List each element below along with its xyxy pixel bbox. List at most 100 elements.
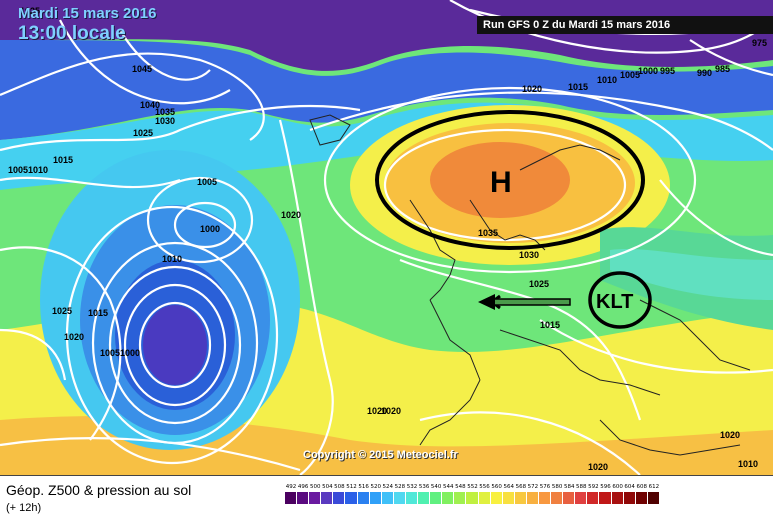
isobar-value: 995 xyxy=(660,66,675,76)
scale-value: 528 xyxy=(394,484,406,490)
isobar-value: 1040 xyxy=(140,100,160,110)
scale-cell: 608 xyxy=(635,484,648,504)
isobar-value: 10051010 xyxy=(8,165,48,175)
scale-cell: 564 xyxy=(502,484,515,504)
scale-value: 516 xyxy=(358,484,369,490)
scale-value: 580 xyxy=(551,484,563,490)
scale-value: 508 xyxy=(334,484,345,490)
scale-value: 564 xyxy=(503,484,514,490)
isobar-value: 1010 xyxy=(597,75,617,85)
isobar-value: 1015 xyxy=(568,82,588,92)
scale-value: 560 xyxy=(491,484,502,490)
direction-arrow-head xyxy=(478,294,495,310)
isobar-value: 1025 xyxy=(52,306,72,316)
scale-value: 584 xyxy=(563,484,575,490)
scale-swatch xyxy=(333,492,346,504)
scale-value: 604 xyxy=(624,484,635,490)
eastern-cyan-zone xyxy=(610,248,773,300)
scale-value: 576 xyxy=(539,484,551,490)
isobar-value: 1020 xyxy=(64,332,84,342)
scale-cell: 516 xyxy=(357,484,370,504)
scale-value: 532 xyxy=(406,484,418,490)
scale-cell: 540 xyxy=(430,484,443,504)
scale-cell: 556 xyxy=(478,484,491,504)
isobar-value: 1015 xyxy=(540,320,560,330)
scale-swatch xyxy=(405,492,419,504)
isobar-value: 1020 xyxy=(720,430,740,440)
polar-blue-zone xyxy=(0,40,773,140)
high-pressure-core xyxy=(430,142,570,218)
scale-value: 572 xyxy=(527,484,539,490)
scale-swatch xyxy=(575,492,588,504)
map-date: Mardi 15 mars 2016 xyxy=(18,5,157,22)
scale-value: 500 xyxy=(309,484,321,490)
scale-swatch xyxy=(611,492,624,504)
isobar-contours xyxy=(0,0,773,475)
isobar-value: 1020 xyxy=(588,462,608,472)
isobar-value: 1010 xyxy=(162,254,182,264)
scale-value: 540 xyxy=(430,484,442,490)
scale-value: 504 xyxy=(322,484,333,490)
isobar-value: 1025 xyxy=(133,128,153,138)
scale-value: 520 xyxy=(370,484,381,490)
scale-value: 512 xyxy=(346,484,357,490)
scale-cell: 604 xyxy=(623,484,636,504)
scale-swatch xyxy=(647,492,660,504)
scale-swatch xyxy=(623,492,636,504)
scale-swatch xyxy=(490,492,503,504)
scale-value: 568 xyxy=(515,484,527,490)
isobar-value: 1025 xyxy=(20,6,40,16)
scale-swatch xyxy=(538,492,552,504)
atlantic-low-core xyxy=(143,305,207,385)
scale-swatch xyxy=(551,492,564,504)
scale-cell: 572 xyxy=(526,484,539,504)
isobar-value: 1020 xyxy=(367,406,387,416)
pressure-map: H KLT 1025104510401035103010251015100510… xyxy=(0,0,773,475)
legend-panel: Géop. Z500 & pression au sol (+ 12h) 492… xyxy=(0,475,773,529)
scale-cell: 532 xyxy=(405,484,419,504)
scale-swatch xyxy=(393,492,406,504)
color-scale: 492 496 500 504 508 512 516 520 524 528 532 536 540 5… xyxy=(285,484,660,504)
scale-cell: 596 xyxy=(599,484,612,504)
direction-arrow-body xyxy=(491,298,571,306)
scale-swatch xyxy=(285,492,298,504)
scale-swatch xyxy=(466,492,479,504)
scale-cell: 528 xyxy=(393,484,406,504)
scale-value: 552 xyxy=(467,484,478,490)
scale-value: 588 xyxy=(576,484,587,490)
klt-label: KLT xyxy=(596,291,633,313)
legend-title: Géop. Z500 & pression au sol xyxy=(6,482,192,498)
scale-value: 492 xyxy=(285,484,297,490)
scale-value: 592 xyxy=(588,484,599,490)
scale-cell: 520 xyxy=(369,484,382,504)
scale-cell: 512 xyxy=(345,484,358,504)
copyright: Copyright © 2015 Meteociel.fr xyxy=(303,449,458,461)
scale-value: 608 xyxy=(636,484,648,490)
scale-swatch xyxy=(369,492,382,504)
scale-cell: 508 xyxy=(333,484,346,504)
isobar-value: 1035 xyxy=(478,228,498,238)
isobar-value: 1025 xyxy=(529,279,549,289)
scale-swatch xyxy=(357,492,370,504)
isobar-value: 1030 xyxy=(155,116,175,126)
scale-cell: 568 xyxy=(514,484,527,504)
isobar-value: 1010 xyxy=(738,459,758,469)
scale-value: 496 xyxy=(297,484,309,490)
isobar-value: 1005 xyxy=(197,177,217,187)
scale-value: 612 xyxy=(648,484,660,490)
scale-cell: 496 xyxy=(297,484,310,504)
isobar-value: 1000 xyxy=(638,66,658,76)
isobar-value: 1020 xyxy=(281,210,301,220)
isobar-value: 990 xyxy=(697,68,712,78)
scale-swatch xyxy=(345,492,358,504)
klt-circle xyxy=(588,271,652,329)
scale-value: 596 xyxy=(600,484,611,490)
scale-cell: 492 xyxy=(285,484,298,504)
scale-cell: 544 xyxy=(442,484,455,504)
scale-swatch xyxy=(442,492,455,504)
scale-value: 600 xyxy=(612,484,623,490)
scale-swatch xyxy=(430,492,443,504)
scale-cell: 548 xyxy=(454,484,467,504)
scale-swatch xyxy=(478,492,491,504)
